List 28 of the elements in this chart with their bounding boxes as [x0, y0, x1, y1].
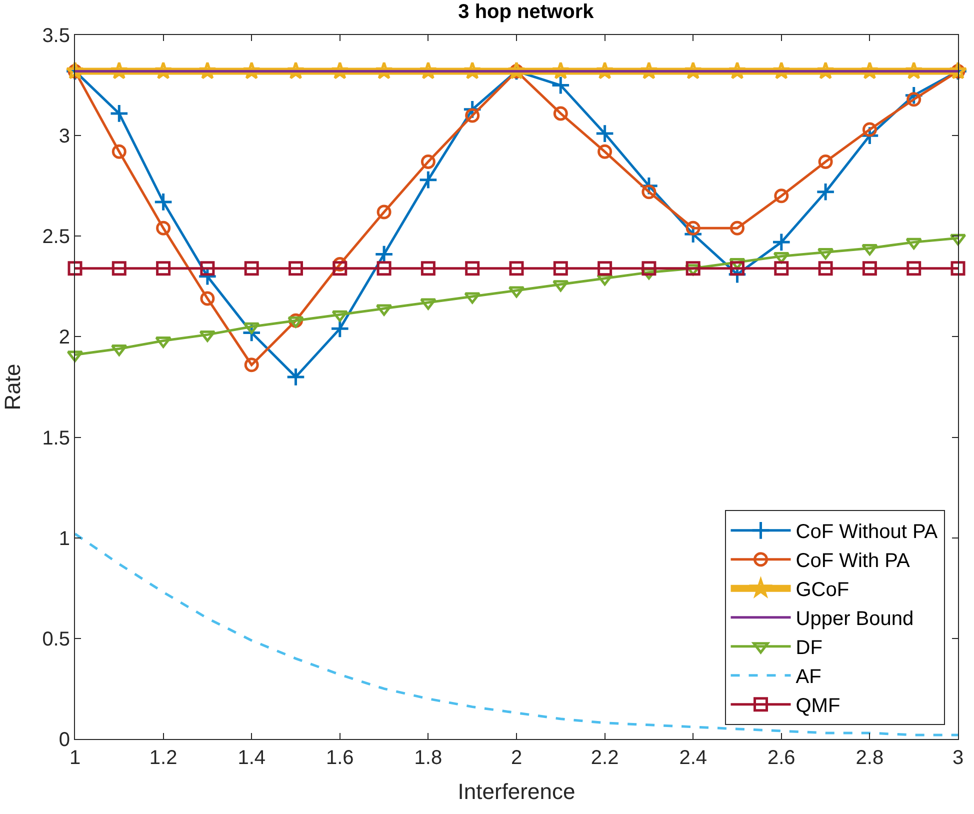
x-tick-label: 2.8 [856, 747, 884, 769]
x-tick-label: 3 [952, 747, 964, 769]
y-tick-label: 0 [58, 729, 70, 751]
x-axis-title: Interference [458, 778, 576, 804]
y-tick-label: 1 [58, 528, 70, 550]
y-tick-label: 3 [58, 126, 70, 148]
y-tick-label: 1.5 [42, 427, 70, 450]
legend-label: CoF Without PA [796, 521, 938, 544]
y-tick-label: 0.5 [42, 628, 70, 650]
x-tick-label: 2.6 [767, 747, 796, 769]
x-tick-label: 1.8 [414, 747, 442, 769]
chart-title: 3 hop network [458, 1, 595, 24]
y-tick-label: 3.5 [42, 25, 70, 47]
x-tick-label: 1.6 [326, 747, 354, 769]
legend-label: Upper Bound [796, 608, 914, 630]
x-tick-label: 2.4 [679, 747, 708, 769]
y-axis-title: Rate [0, 364, 25, 410]
x-tick-label: 2 [510, 747, 522, 769]
legend-label: QMF [796, 695, 840, 718]
legend-label: DF [796, 637, 822, 660]
y-tick-label: 2.5 [42, 226, 70, 248]
x-tick-label: 2.2 [590, 747, 619, 769]
legend-label: AF [796, 666, 822, 688]
x-tick-label: 1.2 [149, 747, 178, 769]
x-tick-label: 1.4 [238, 747, 266, 769]
y-tick-label: 2 [58, 326, 70, 349]
legend-label: CoF With PA [796, 550, 911, 572]
legend-label: GCoF [796, 579, 850, 602]
